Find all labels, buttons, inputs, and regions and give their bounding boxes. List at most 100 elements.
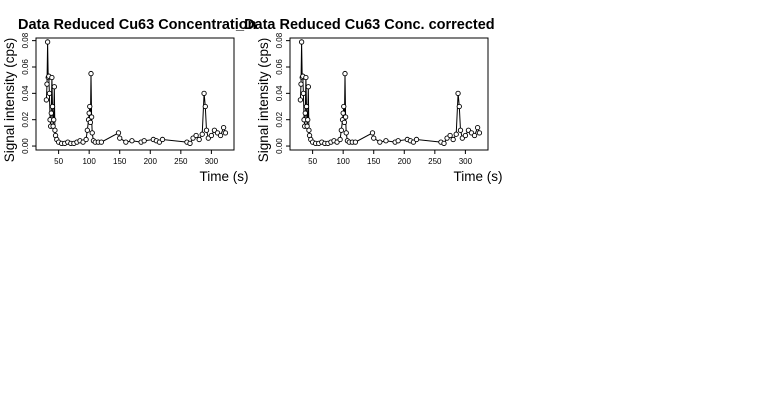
data-point — [201, 90, 207, 96]
x-tick-label: 150 — [367, 157, 381, 166]
data-point — [208, 132, 215, 139]
data-point — [369, 130, 376, 136]
data-point — [476, 130, 483, 136]
y-tick-label: 0.02 — [275, 111, 284, 127]
x-tick-label: 200 — [144, 157, 158, 166]
data-point — [141, 138, 147, 144]
y-tick-label: 0.04 — [275, 85, 284, 101]
data-point — [43, 97, 50, 103]
plot-frame — [289, 37, 489, 151]
data-point — [352, 139, 359, 145]
data-point — [343, 130, 349, 136]
data-point — [450, 136, 456, 143]
chart-panel: _Data Reduced Cu63 Conc. corrected 50 100 1… — [235, 17, 503, 184]
data-point — [49, 103, 56, 110]
data-point — [441, 140, 447, 147]
data-point — [453, 131, 459, 137]
x-tick-label: 100 — [82, 157, 96, 166]
y-tick-label: 0.06 — [275, 59, 284, 75]
data-point — [298, 39, 305, 45]
data-point — [220, 124, 227, 131]
data-line — [45, 41, 226, 145]
chart-title: Data Reduced Cu63 Concentration — [18, 17, 257, 33]
data-point — [413, 136, 420, 143]
y-axis-label: Signal intensity (cps) — [2, 38, 17, 163]
x-tick-label: 200 — [398, 157, 412, 166]
data-point — [305, 84, 311, 90]
data-point — [87, 119, 94, 125]
data-point — [305, 117, 311, 123]
data-point — [199, 131, 205, 137]
data-point — [88, 114, 95, 120]
data-point — [342, 114, 349, 120]
data-point — [44, 81, 50, 87]
data-point — [300, 90, 307, 96]
plot-frame — [35, 37, 235, 151]
data-line — [299, 41, 480, 145]
data-point — [217, 132, 224, 139]
data-point — [187, 140, 193, 147]
data-point — [196, 136, 202, 143]
x-tick-label: 300 — [205, 157, 219, 166]
data-point — [117, 135, 123, 141]
data-point — [203, 127, 210, 133]
data-point — [88, 70, 94, 77]
data-point — [84, 127, 90, 133]
data-point — [341, 103, 347, 110]
y-tick-label: 0.02 — [21, 111, 30, 127]
data-point — [340, 110, 346, 116]
data-point — [302, 110, 308, 116]
y-tick-label: 0.00 — [21, 138, 30, 154]
y-tick-label: 0.08 — [21, 32, 30, 48]
x-tick-label: 300 — [459, 157, 473, 166]
data-point — [298, 81, 304, 87]
data-point — [297, 97, 304, 103]
x-tick-label: 250 — [174, 157, 188, 166]
y-tick-label: 0.08 — [275, 32, 284, 48]
x-axis-label: Time (s) — [454, 169, 503, 184]
data-point — [193, 132, 199, 139]
data-point — [456, 103, 462, 110]
data-point — [159, 136, 166, 143]
y-tick-label: 0.04 — [21, 85, 30, 101]
data-point — [202, 103, 208, 110]
data-point — [52, 127, 58, 133]
data-point — [447, 132, 453, 139]
data-point — [86, 110, 92, 116]
x-tick-label: 50 — [54, 157, 63, 166]
data-point — [371, 135, 377, 141]
x-axis-label: Time (s) — [200, 169, 249, 184]
data-point — [342, 70, 348, 77]
data-point — [115, 130, 122, 136]
data-point — [222, 130, 229, 136]
data-point — [337, 136, 343, 143]
y-axis-label: Signal intensity (cps) — [256, 38, 271, 163]
data-point — [306, 127, 312, 133]
data-point — [457, 127, 464, 133]
data-point — [303, 74, 309, 81]
data-point — [129, 138, 135, 144]
data-point — [51, 117, 57, 123]
data-point — [471, 132, 478, 139]
data-point — [87, 103, 93, 110]
data-point — [44, 39, 51, 45]
data-point — [462, 132, 469, 139]
data-point — [455, 90, 461, 96]
data-point — [89, 130, 95, 136]
y-tick-label: 0.00 — [275, 138, 284, 154]
data-point — [395, 138, 401, 144]
data-point — [48, 110, 54, 116]
data-point — [46, 90, 53, 96]
data-point — [303, 103, 310, 110]
chart-panel: Data Reduced Cu63 Concentration 50 100 150 2… — [2, 17, 257, 184]
x-tick-label: 50 — [308, 157, 317, 166]
data-point — [383, 138, 389, 144]
data-point — [474, 124, 481, 131]
y-tick-label: 0.06 — [21, 59, 30, 75]
data-point — [51, 84, 57, 90]
data-point — [98, 139, 105, 145]
data-point — [123, 139, 129, 145]
chart-title: _Data Reduced Cu63 Conc. corrected — [235, 17, 495, 33]
data-point — [377, 139, 383, 145]
